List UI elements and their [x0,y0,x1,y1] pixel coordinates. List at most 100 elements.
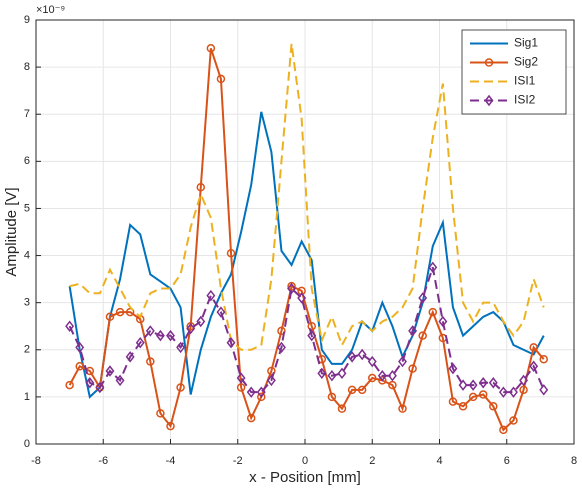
legend: Sig1 Sig2 ISI1 ISI2 [461,29,567,115]
x-tick-label: 4 [436,455,442,467]
marker [267,366,276,376]
marker [226,336,236,349]
marker [428,261,438,274]
marker [105,312,115,322]
marker [388,380,397,390]
marker [499,425,508,435]
marker [529,360,539,372]
marker [155,329,165,342]
marker [478,390,488,399]
marker [509,416,518,425]
marker [327,392,337,402]
x-tick-label: -8 [31,455,41,467]
marker [398,404,407,413]
marker [236,383,246,392]
y-tick-label: 3 [24,297,30,309]
marker [287,282,297,295]
series-line [68,47,545,432]
marker [468,392,478,402]
marker [236,372,246,384]
marker [297,292,307,304]
marker [145,325,155,337]
marker [277,341,286,354]
marker [398,355,407,368]
marker [448,397,458,406]
marker [115,374,125,387]
marker [484,58,494,67]
marker [317,367,327,380]
marker [216,74,226,84]
marker [105,365,115,377]
marker [357,348,367,361]
marker [458,402,468,411]
marker [196,315,206,328]
marker [378,376,387,385]
marker [277,326,286,336]
marker [539,354,548,364]
x-tick-label: 2 [369,455,375,467]
marker [418,292,428,304]
marker [246,386,256,398]
x-tick-label: 0 [302,455,308,467]
marker [337,404,347,413]
series-line [68,111,545,399]
marker [408,364,417,373]
marker [307,329,317,342]
marker [266,374,276,387]
marker [196,182,206,192]
marker [115,307,125,317]
marker [489,402,498,411]
y-tick-label: 2 [24,344,30,356]
marker [377,369,387,382]
legend-label: ISI2 [514,93,536,107]
marker [488,377,498,389]
marker [156,409,165,418]
marker [246,413,256,423]
marker [206,289,216,302]
marker [206,44,216,53]
marker [216,306,226,318]
marker [438,315,448,328]
legend-label: Sig1 [514,36,538,50]
x-tick-label: -4 [166,455,176,467]
marker [176,383,185,392]
axes-box [35,19,575,445]
marker [327,369,337,382]
marker [418,331,427,340]
marker [519,385,528,395]
marker [498,386,508,398]
marker [509,386,518,398]
y-axis-label: Amplitude [V] [3,187,20,276]
marker [484,94,494,107]
y-tick-label: 8 [24,61,30,73]
y-tick-label: 5 [24,202,30,214]
x-tick-label: -6 [98,455,108,467]
y-tick-label: 7 [24,108,30,120]
marker [347,385,357,395]
legend-box [461,29,567,115]
marker [428,307,438,317]
y-tick-label: 6 [24,155,30,167]
marker [176,341,186,354]
marker [337,367,347,380]
marker [95,381,105,394]
marker [65,380,74,390]
legend-label: Sig2 [514,55,538,69]
y-tick-label: 9 [24,14,30,26]
marker [347,351,357,363]
marker [387,369,397,382]
marker [256,386,266,398]
marker [85,377,95,389]
series-line [69,43,545,351]
marker [65,320,75,332]
marker [367,355,377,368]
marker [186,322,196,335]
y-tick-label: 4 [24,249,30,261]
marker [539,384,549,396]
x-tick-label: 6 [504,455,510,467]
marker [146,357,155,366]
marker [357,385,367,395]
marker [519,374,529,387]
marker [125,351,135,363]
